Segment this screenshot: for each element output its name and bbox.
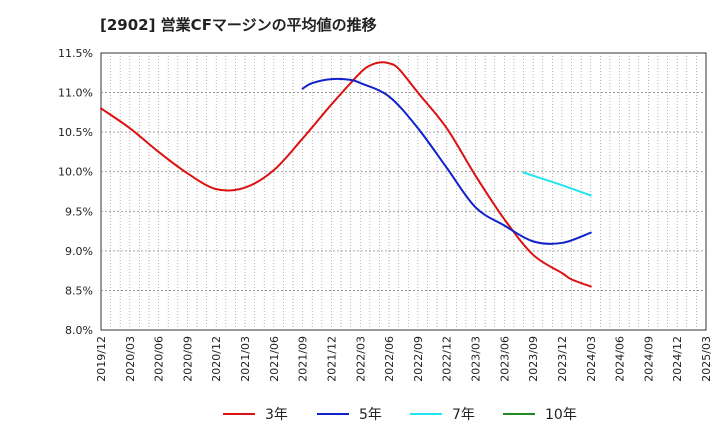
series-line-1 (100, 61, 592, 288)
x-tick-label: 2022/03 (354, 336, 367, 382)
series-line-2 (301, 77, 592, 245)
legend: 3年 5年 7年 10年 (223, 407, 577, 423)
x-tick-label: 2024/03 (585, 336, 598, 382)
x-tick-label: 2023/03 (470, 336, 483, 382)
y-tick-label: 11.0% (58, 87, 93, 100)
x-axis: 2019/12 2020/03 2020/06 2020/09 2020/12 2021/… (95, 336, 713, 382)
x-tick-label: 2021/03 (239, 336, 252, 382)
x-tick-label: 2021/06 (268, 336, 281, 382)
x-tick-label: 2022/09 (412, 336, 425, 382)
x-tick-label: 2023/09 (527, 336, 540, 382)
series-line-3 (522, 171, 592, 197)
legend-label-1: 3年 (265, 407, 288, 423)
y-axis: 11.5% 11.0% 10.5% 10.0% 9.5% 9.0% 8.5% 8.0% (58, 47, 93, 337)
plot-area (100, 52, 707, 331)
y-tick-label: 8.5% (65, 284, 93, 297)
x-tick-label: 2020/09 (181, 336, 194, 382)
x-tick-label: 2021/12 (325, 336, 338, 382)
legend-label-4: 10年 (545, 407, 577, 423)
legend-label-3: 7年 (452, 407, 475, 423)
y-tick-label: 11.5% (58, 47, 93, 60)
x-tick-label: 2020/03 (124, 336, 137, 382)
gridlines (101, 53, 706, 330)
x-tick-label: 2020/12 (210, 336, 223, 382)
x-tick-label: 2024/12 (671, 336, 684, 382)
x-tick-label: 2024/09 (642, 336, 655, 382)
x-tick-label: 2021/09 (297, 336, 310, 382)
y-tick-label: 9.0% (65, 245, 93, 258)
x-tick-label: 2019/12 (95, 336, 108, 382)
x-tick-label: 2020/06 (153, 336, 166, 382)
x-tick-label: 2024/06 (614, 336, 627, 382)
y-tick-label: 10.0% (58, 166, 93, 179)
y-tick-label: 9.5% (65, 205, 93, 218)
x-tick-label: 2023/06 (498, 336, 511, 382)
legend-label-2: 5年 (359, 407, 382, 423)
x-tick-label: 2023/12 (556, 336, 569, 382)
y-tick-label: 10.5% (58, 126, 93, 139)
x-tick-label: 2025/03 (700, 336, 713, 382)
x-tick-label: 2022/12 (441, 336, 454, 382)
x-tick-label: 2022/06 (383, 336, 396, 382)
y-tick-label: 8.0% (65, 324, 93, 337)
chart-title: [2902] 営業CFマージンの平均値の推移 (100, 16, 377, 34)
series-layer (100, 61, 592, 288)
